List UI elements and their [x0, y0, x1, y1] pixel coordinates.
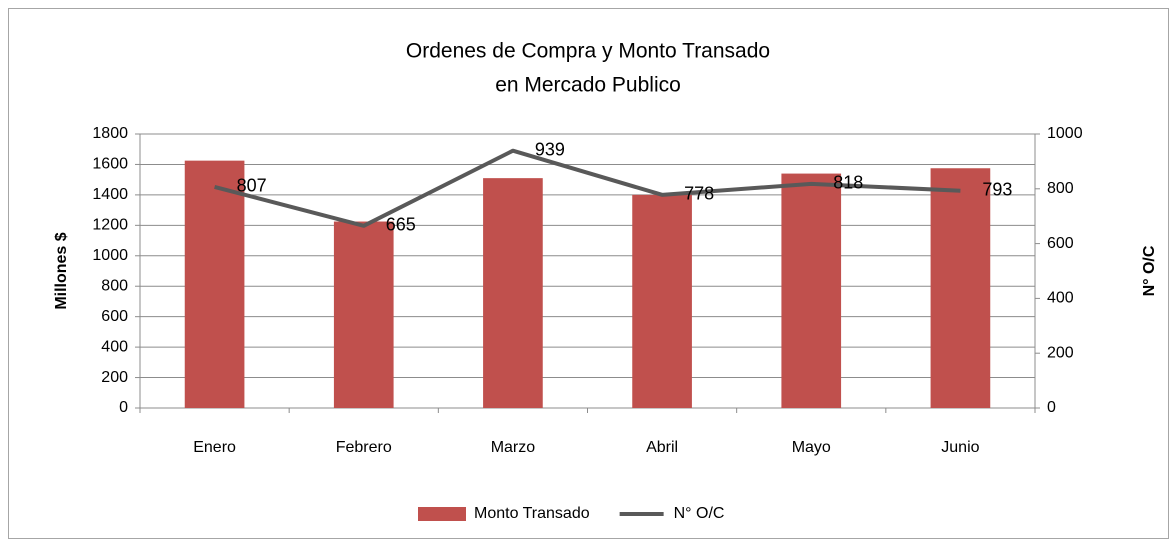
y-tick-label: 0	[119, 399, 128, 416]
line	[214, 148, 961, 228]
x-tick-label: Enero	[193, 439, 236, 456]
y-tick-label: 800	[101, 277, 128, 294]
bar	[930, 168, 991, 408]
y2-tick-label: 0	[1047, 399, 1056, 416]
y-tick-label: 1200	[92, 217, 128, 234]
y-tick-label: 600	[101, 308, 128, 325]
bar	[781, 173, 842, 408]
bar	[184, 160, 245, 408]
y2-axis-label: N° O/C	[1141, 245, 1158, 296]
y-tick-label: 1000	[92, 247, 128, 264]
y-tick-label: 200	[101, 369, 128, 386]
bar	[632, 194, 692, 408]
y2-tick-label: 1000	[1047, 125, 1083, 142]
y-tick-label: 400	[101, 338, 128, 355]
data-label: 665	[386, 215, 416, 235]
y2-tick-label: 400	[1047, 290, 1074, 307]
y2-tick-label: 600	[1047, 235, 1074, 252]
chart-title: en Mercado Publico	[495, 74, 681, 97]
y-tick-label: 1600	[92, 156, 128, 173]
data-label: 778	[684, 184, 714, 204]
legend-swatch	[418, 507, 466, 521]
x-tick-label: Abril	[646, 439, 678, 456]
legend-label: Monto Transado	[474, 505, 590, 522]
x-tick-label: Febrero	[336, 439, 392, 456]
data-label: 939	[535, 139, 565, 159]
legend-label: N° O/C	[674, 505, 725, 522]
data-label: 818	[833, 173, 863, 193]
x-tick-label: Mayo	[792, 439, 831, 456]
y-tick-label: 1400	[92, 186, 128, 203]
bar	[333, 221, 394, 408]
chart-title: Ordenes de Compra y Monto Transado	[406, 40, 770, 63]
y-axis-label: Millones $	[53, 232, 70, 309]
data-label: 793	[982, 179, 1012, 199]
y2-tick-label: 200	[1047, 344, 1074, 361]
x-tick-label: Junio	[941, 439, 979, 456]
x-tick-label: Marzo	[491, 439, 536, 456]
y2-tick-label: 800	[1047, 180, 1074, 197]
bar	[483, 178, 543, 408]
y-tick-label: 1800	[92, 125, 128, 142]
data-label: 807	[237, 176, 267, 196]
